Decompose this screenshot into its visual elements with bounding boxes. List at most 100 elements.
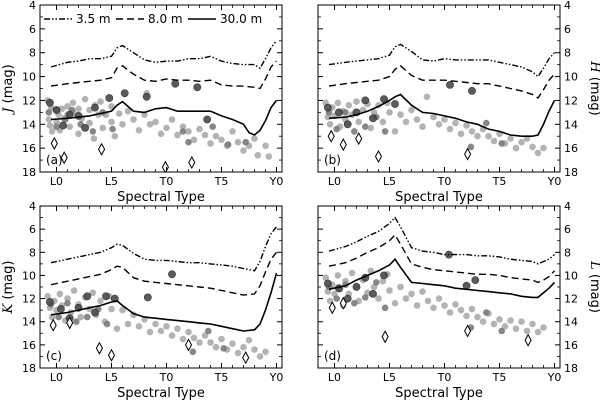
object-point — [333, 125, 341, 133]
y-tick-label: 6 — [564, 223, 571, 236]
object-point — [373, 279, 380, 286]
object-point — [262, 142, 269, 150]
object-point — [379, 277, 387, 285]
object-point — [229, 340, 236, 348]
object-point — [207, 140, 214, 147]
object-point — [212, 343, 220, 351]
object-point — [212, 132, 220, 140]
y-tick-label: 8 — [564, 246, 571, 259]
object-point — [224, 141, 232, 148]
object-point — [108, 103, 115, 110]
y-tick-label: 12 — [22, 293, 36, 306]
object-point — [83, 292, 92, 301]
object-point — [48, 128, 56, 135]
object-point — [452, 119, 459, 127]
line-300m — [328, 93, 556, 137]
object-point — [446, 81, 454, 89]
object-point — [242, 138, 249, 146]
object-point — [196, 125, 203, 133]
object-point — [218, 335, 225, 343]
object-point — [334, 108, 343, 117]
object-point — [322, 274, 330, 282]
diamond-marker — [184, 338, 193, 352]
object-point — [64, 299, 71, 307]
object-point — [86, 119, 93, 127]
object-point — [218, 136, 225, 144]
object-point — [348, 269, 356, 277]
y-axis-title: H (mag) — [587, 60, 600, 116]
diamond-marker — [374, 149, 383, 164]
object-point — [229, 128, 236, 135]
y-tick-label: 10 — [564, 269, 578, 282]
object-point — [361, 96, 370, 105]
diamond-marker — [49, 318, 57, 332]
object-point — [135, 323, 143, 330]
object-point — [446, 125, 454, 133]
x-axis-title: Spectral Type — [117, 190, 205, 205]
object-point — [203, 115, 212, 124]
object-point — [402, 118, 410, 126]
object-point — [518, 318, 525, 326]
diamond-marker — [328, 301, 336, 315]
x-tick-label: T5 — [492, 175, 507, 188]
plot-area-a — [44, 40, 278, 172]
object-point — [48, 313, 56, 321]
object-point — [430, 113, 437, 121]
y-tick-label: 16 — [22, 339, 36, 352]
object-point — [163, 124, 170, 132]
object-point — [108, 305, 115, 313]
object-point — [386, 109, 393, 116]
y-tick-label: 10 — [564, 71, 578, 84]
x-tick-label: T5 — [214, 175, 229, 188]
object-point — [254, 152, 262, 159]
x-tick-label: Y0 — [547, 175, 562, 188]
diamond-marker — [381, 330, 389, 344]
y-axis-title: J (mag) — [1, 64, 16, 115]
object-point — [193, 83, 202, 92]
object-point — [190, 136, 198, 144]
object-point — [474, 132, 481, 140]
y-tick-label: 18 — [564, 362, 578, 375]
object-point — [179, 128, 187, 135]
y-tick-label: 16 — [564, 142, 578, 155]
object-point — [143, 293, 152, 302]
x-tick-label: L5 — [105, 175, 118, 188]
object-point — [391, 128, 399, 135]
object-point — [391, 299, 399, 307]
object-point — [479, 318, 487, 326]
object-point — [53, 123, 60, 130]
object-point — [209, 123, 216, 130]
object-point — [52, 106, 61, 114]
object-point — [507, 135, 514, 142]
object-point — [89, 128, 97, 135]
object-point — [77, 313, 84, 321]
diamond-marker — [339, 296, 347, 310]
object-point — [523, 327, 531, 335]
y-tick-label: 6 — [564, 23, 571, 36]
object-point — [435, 121, 443, 128]
y-tick-label: 6 — [29, 23, 36, 36]
diamond-marker — [107, 348, 116, 362]
y-axis-unit: (mag) — [1, 261, 16, 304]
object-point — [498, 140, 506, 147]
legend-label: 30.0 m — [220, 12, 262, 26]
object-point — [234, 138, 242, 146]
object-point — [256, 353, 264, 360]
object-point — [379, 118, 387, 126]
object-point — [240, 343, 247, 351]
object-point — [468, 87, 476, 95]
object-point — [474, 313, 481, 321]
x-tick-label: L0 — [50, 175, 63, 188]
object-point — [46, 298, 54, 306]
y-tick-label: 8 — [564, 47, 571, 60]
x-tick-label: T0 — [159, 371, 174, 384]
axes-frame — [39, 205, 283, 369]
y-tick-label: 10 — [22, 269, 36, 282]
object-point — [102, 292, 110, 301]
object-point — [353, 98, 360, 105]
line-80m — [50, 60, 278, 90]
diamond-marker — [464, 147, 472, 161]
panel-letter: (c) — [46, 349, 62, 363]
object-point — [84, 313, 91, 321]
object-point — [323, 103, 332, 112]
